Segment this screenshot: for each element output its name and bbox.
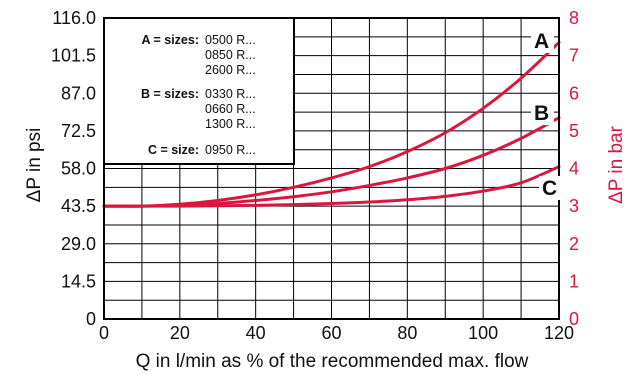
- legend-value: 0500 R...: [205, 33, 256, 47]
- curve-letter-a: A: [534, 30, 549, 53]
- right-axis-ticks: 0 1 2 3 4 5 6 7 8: [569, 8, 579, 329]
- y-right-tick-label: 7: [569, 46, 579, 66]
- y-right-tick-label: 0: [569, 309, 579, 329]
- y-right-tick-label: 1: [569, 271, 579, 291]
- y-left-tick-label: 0: [86, 309, 96, 329]
- y-left-tick-label: 72.5: [61, 121, 96, 141]
- y-axis-left-label: ΔP in psi: [24, 128, 45, 203]
- legend-value: 1300 R...: [205, 117, 256, 131]
- legend-value: 0850 R...: [205, 48, 256, 62]
- y-left-tick-label: 14.5: [61, 271, 96, 291]
- plot-frame: [103, 17, 560, 320]
- x-tick-label: 100: [468, 323, 498, 343]
- y-right-tick-label: 8: [569, 8, 579, 28]
- y-right-tick-label: 4: [569, 159, 579, 179]
- curve-c: [102, 165, 561, 208]
- curve-letter-c: C: [542, 177, 557, 200]
- legend-key: A = sizes:: [141, 33, 199, 47]
- x-axis-label: Q in l/min as % of the recommended max. …: [136, 351, 529, 372]
- legend-value: 0660 R...: [205, 102, 256, 116]
- curve-letter-background: [531, 101, 554, 125]
- curve-letter-b: B: [534, 102, 549, 125]
- y-right-tick-label: 2: [569, 234, 579, 254]
- legend: A = sizes: 0500 R...0850 R...2600 R... B =…: [103, 17, 295, 165]
- x-tick-label: 20: [170, 323, 190, 343]
- legend-key: C = size:: [148, 143, 199, 157]
- y-right-tick-label: 6: [569, 83, 579, 103]
- y-left-tick-label: 43.5: [61, 196, 96, 216]
- grid: [104, 18, 559, 319]
- x-tick-label: 80: [397, 323, 417, 343]
- y-left-tick-label: 29.0: [61, 234, 96, 254]
- curve-letter-background: [531, 29, 554, 53]
- legend-value: 0950 R...: [205, 143, 256, 157]
- bottom-axis-ticks: 0 20 40 60 80 100 120: [99, 323, 574, 343]
- legend-key: B = sizes:: [141, 87, 199, 101]
- legend-box: [103, 17, 295, 165]
- legend-value: 2600 R...: [205, 63, 256, 77]
- x-tick-label: 120: [544, 323, 574, 343]
- y-left-tick-label: 58.0: [61, 159, 96, 179]
- x-tick-label: 0: [99, 323, 109, 343]
- curve-letters: A B C: [531, 29, 562, 200]
- curve-letter-background: [539, 176, 562, 200]
- y-left-tick-label: 87.0: [61, 83, 96, 103]
- x-tick-label: 60: [321, 323, 341, 343]
- y-right-tick-label: 3: [569, 196, 579, 216]
- y-axis-right-label: ΔP in bar: [606, 125, 627, 204]
- left-axis-ticks: 0 14.5 29.0 43.5 58.0 72.5 87.0 101.5 116.0: [51, 8, 96, 329]
- y-right-tick-label: 5: [569, 121, 579, 141]
- x-tick-label: 40: [246, 323, 266, 343]
- legend-value: 0330 R...: [205, 87, 256, 101]
- y-left-tick-label: 101.5: [51, 46, 96, 66]
- y-left-tick-label: 116.0: [52, 8, 96, 28]
- curves: [102, 40, 561, 208]
